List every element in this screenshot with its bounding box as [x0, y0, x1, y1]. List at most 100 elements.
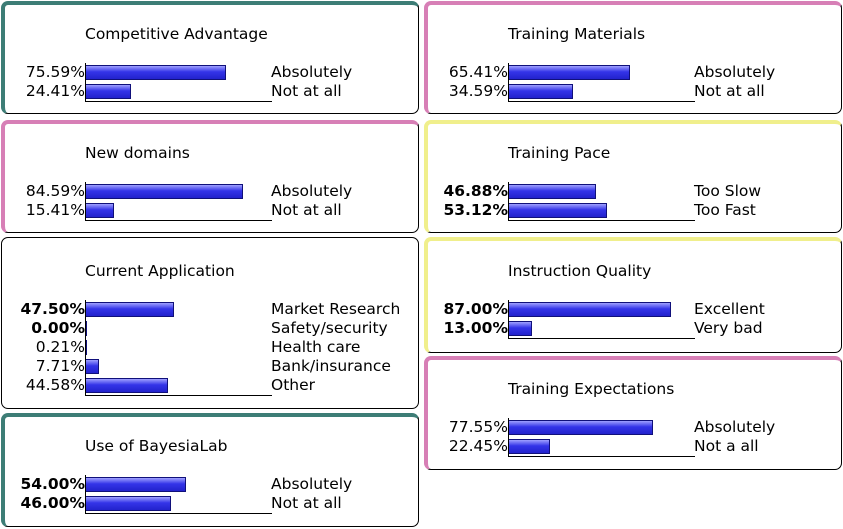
state-probability: 84.59% — [25, 182, 85, 200]
state-probability: 0.21% — [35, 338, 85, 356]
state-label: Too Fast — [694, 201, 756, 219]
monitor-title: Use of BayesiaLab — [85, 437, 228, 455]
state-row[interactable]: 22.45% Not a all — [428, 437, 838, 456]
state-row[interactable]: 84.59% Absolutely — [5, 182, 415, 201]
state-probability: 24.41% — [25, 82, 85, 100]
bar-axis-vertical — [85, 475, 86, 513]
probability-bar — [85, 359, 99, 374]
monitor-title: Training Materials — [508, 25, 646, 43]
probability-bar — [508, 420, 653, 435]
state-label: Health care — [271, 338, 361, 356]
probability-bar — [508, 203, 607, 218]
state-probability: 46.88% — [443, 182, 508, 200]
probability-bar — [85, 378, 168, 393]
state-label: Excellent — [694, 300, 765, 318]
state-row[interactable]: 54.00% Absolutely — [5, 475, 415, 494]
bar-axis-horizontal — [508, 220, 695, 221]
state-label: Absolutely — [694, 63, 776, 81]
monitor-current-application[interactable]: Current Application 47.50% Market Research… — [1, 237, 419, 409]
probability-bar — [508, 321, 532, 336]
probability-bar — [508, 65, 630, 80]
bar-axis-horizontal — [85, 395, 272, 396]
state-probability: 46.00% — [20, 494, 85, 512]
monitor-title: Competitive Advantage — [85, 25, 268, 43]
bar-axis-horizontal — [508, 456, 695, 457]
state-probability: 65.41% — [448, 63, 508, 81]
state-label: Very bad — [694, 319, 763, 337]
state-probability: 47.50% — [20, 300, 85, 318]
state-label: Safety/security — [271, 319, 388, 337]
monitor-new-domains[interactable]: New domains 84.59% Absolutely 15.41% Not at … — [1, 120, 419, 233]
state-row[interactable]: 44.58% Other — [2, 376, 418, 395]
state-row[interactable]: 34.59% Not at all — [428, 82, 838, 101]
state-row[interactable]: 47.50% Market Research — [2, 300, 418, 319]
state-label: Not at all — [271, 494, 342, 512]
state-label: Bank/insurance — [271, 357, 391, 375]
bar-axis-vertical — [85, 300, 86, 395]
state-row[interactable]: 46.00% Not at all — [5, 494, 415, 513]
probability-bar — [508, 84, 573, 99]
state-row[interactable]: 46.88% Too Slow — [428, 182, 838, 201]
bar-axis-horizontal — [85, 220, 272, 221]
monitor-training-expectations[interactable]: Training Expectations 77.55% Absolutely 22.… — [424, 356, 842, 470]
state-row[interactable]: 13.00% Very bad — [428, 319, 838, 338]
state-row[interactable]: 15.41% Not at all — [5, 201, 415, 220]
bar-axis-vertical — [508, 63, 509, 101]
bar-axis-vertical — [85, 63, 86, 101]
probability-bar — [85, 302, 174, 317]
probability-bar — [85, 477, 186, 492]
state-row[interactable]: 87.00% Excellent — [428, 300, 838, 319]
state-row[interactable]: 75.59% Absolutely — [5, 63, 415, 82]
state-probability: 77.55% — [448, 418, 508, 436]
state-probability: 7.71% — [35, 357, 85, 375]
probability-bar — [85, 84, 131, 99]
state-label: Not a all — [694, 437, 759, 455]
state-probability: 15.41% — [25, 201, 85, 219]
state-row[interactable]: 7.71% Bank/insurance — [2, 357, 418, 376]
bar-axis-vertical — [508, 418, 509, 456]
state-label: Market Research — [271, 300, 401, 318]
monitor-instruction-quality[interactable]: Instruction Quality 87.00% Excellent 13.00%… — [424, 237, 842, 353]
state-label: Not at all — [271, 201, 342, 219]
probability-bar — [508, 302, 671, 317]
monitor-title: Training Expectations — [508, 380, 675, 398]
state-label: Absolutely — [694, 418, 776, 436]
state-probability: 53.12% — [443, 201, 508, 219]
state-probability: 87.00% — [443, 300, 508, 318]
monitor-competitive-advantage[interactable]: Competitive Advantage 75.59% Absolutely 24.… — [1, 1, 419, 114]
state-label: Not at all — [271, 82, 342, 100]
probability-bar — [508, 184, 596, 199]
monitor-title: New domains — [85, 144, 190, 162]
monitor-use-of-bayesialab[interactable]: Use of BayesiaLab 54.00% Absolutely 46.00% N… — [1, 413, 419, 527]
bar-axis-vertical — [508, 300, 509, 338]
bar-axis-horizontal — [85, 513, 272, 514]
state-probability: 13.00% — [443, 319, 508, 337]
probability-bar — [85, 184, 243, 199]
state-probability: 22.45% — [448, 437, 508, 455]
probability-bar — [85, 496, 171, 511]
state-label: Absolutely — [271, 182, 353, 200]
bar-axis-horizontal — [85, 101, 272, 102]
state-label: Other — [271, 376, 316, 394]
state-probability: 0.00% — [31, 319, 85, 337]
state-label: Not at all — [694, 82, 765, 100]
state-label: Absolutely — [271, 63, 353, 81]
state-label: Too Slow — [694, 182, 762, 200]
state-probability: 44.58% — [25, 376, 85, 394]
monitor-training-materials[interactable]: Training Materials 65.41% Absolutely 34.59%… — [424, 1, 842, 114]
state-row[interactable]: 0.00% Safety/security — [2, 319, 418, 338]
state-probability: 34.59% — [448, 82, 508, 100]
state-row[interactable]: 0.21% Health care — [2, 338, 418, 357]
bar-axis-horizontal — [508, 101, 695, 102]
monitor-training-pace[interactable]: Training Pace 46.88% Too Slow 53.12% Too Fas… — [424, 120, 842, 233]
bar-axis-vertical — [85, 182, 86, 220]
state-row[interactable]: 53.12% Too Fast — [428, 201, 838, 220]
probability-bar — [85, 65, 226, 80]
state-probability: 75.59% — [25, 63, 85, 81]
monitor-title: Current Application — [85, 262, 235, 280]
state-row[interactable]: 65.41% Absolutely — [428, 63, 838, 82]
bar-axis-vertical — [508, 182, 509, 220]
probability-bar — [508, 439, 550, 454]
state-row[interactable]: 24.41% Not at all — [5, 82, 415, 101]
state-row[interactable]: 77.55% Absolutely — [428, 418, 838, 437]
